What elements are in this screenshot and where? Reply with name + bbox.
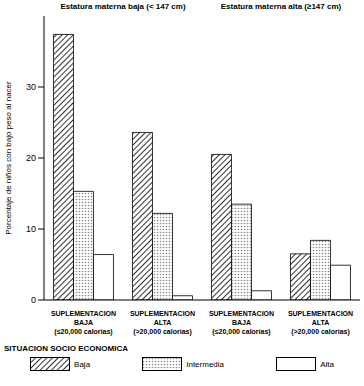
html-text:Alta: Alta (320, 359, 334, 369)
svg-text:Porcentaje de niños con bajo p: Porcentaje de niños con bajo peso al nac… (8, 81, 13, 235)
svg-text:SUPLEMENTACIONALTA(>20,000 cal: SUPLEMENTACIONALTA(>20,000 calorías) (288, 310, 353, 336)
svg-text:20: 20 (26, 153, 36, 163)
svg-text:30: 30 (26, 82, 36, 92)
svg-text:SUPLEMENTACIONALTA(>20,000 cal: SUPLEMENTACIONALTA(>20,000 calorías) (130, 310, 195, 336)
html-text:Estatura materna baja (< 147 c: Estatura materna baja (< 147 cm) (60, 2, 186, 11)
html-text:Baja: Baja (74, 359, 91, 369)
html-text:SITUACION SOCIO ECONOMICA: SITUACION SOCIO ECONOMICA (4, 344, 128, 353)
svg-text:SUPLEMENTACIONBAJA(≤20,000 cal: SUPLEMENTACIONBAJA(≤20,000 calorías) (209, 310, 274, 336)
html-text:Intermedia: Intermedia (186, 359, 224, 369)
svg-text:0: 0 (31, 295, 36, 305)
svg-text:10: 10 (26, 224, 36, 234)
svg-text:SUPLEMENTACIONBAJA(≤20,000 cal: SUPLEMENTACIONBAJA(≤20,000 calorías) (51, 310, 116, 336)
html-text:Estatura materna alta (≥147 cm: Estatura materna alta (≥147 cm) (220, 2, 342, 11)
